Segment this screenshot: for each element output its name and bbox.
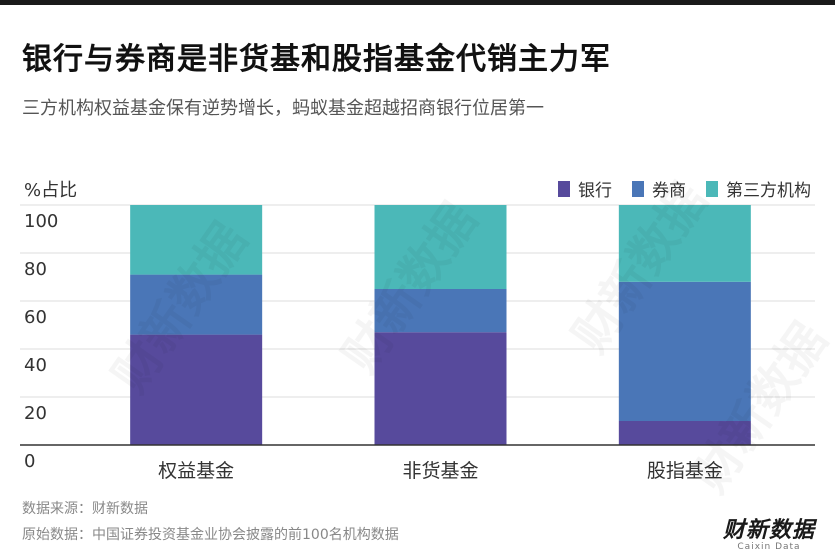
bar-broker [618,281,751,421]
legend-swatch-third-party [706,180,718,197]
x-tick-label: 股指基金 [647,460,723,482]
legend-label-bank: 银行 [578,181,612,201]
legend-item-bank: 银行 [558,176,612,201]
source-note: 数据来源：财新数据 [22,501,148,517]
y-tick-label: 80 [24,259,47,280]
bar-third-party [374,205,507,289]
legend: 银行 券商 第三方机构 [558,176,811,201]
bar-bank [130,334,263,445]
legend-item-third-party: 第三方机构 [706,176,811,201]
legend-label-broker: 券商 [652,181,686,201]
x-tick-label: 权益基金 [158,460,234,482]
bar-broker [374,289,507,333]
chart-subtitle: 三方机构权益基金保有逆势增长，蚂蚁基金超越招商银行位居第一 [22,98,544,119]
y-tick-label: 100 [24,211,58,232]
bar-third-party [618,205,751,282]
logo-text: 财新数据 [722,518,815,543]
bar-bank [618,421,751,445]
bar-bank [374,332,507,445]
caixin-data-logo: 财新数据 Caixin Data [723,512,815,552]
y-tick-label: 60 [24,307,47,328]
legend-swatch-broker [632,180,644,197]
bar-third-party [130,205,263,275]
stacked-bar-chart: 0 20 40 60 80 100 权益基金 非货基金 股指基金 [20,204,815,482]
chart-title: 银行与券商是非货基和股指基金代销主力军 [22,42,611,77]
legend-swatch-bank [558,180,570,197]
x-tick-label: 非货基金 [402,460,478,482]
bar-broker [130,274,263,335]
y-tick-label: 0 [24,451,35,472]
y-tick-label: 40 [24,355,47,376]
raw-data-note: 原始数据：中国证券投资基金业协会披露的前100名机构数据 [22,527,399,543]
legend-item-broker: 券商 [632,176,686,201]
top-accent-bar [0,0,835,5]
logo-subtext: Caixin Data [737,542,801,552]
y-axis-label: %占比 [24,180,78,201]
y-tick-label: 20 [24,403,47,424]
legend-label-third-party: 第三方机构 [726,181,811,201]
